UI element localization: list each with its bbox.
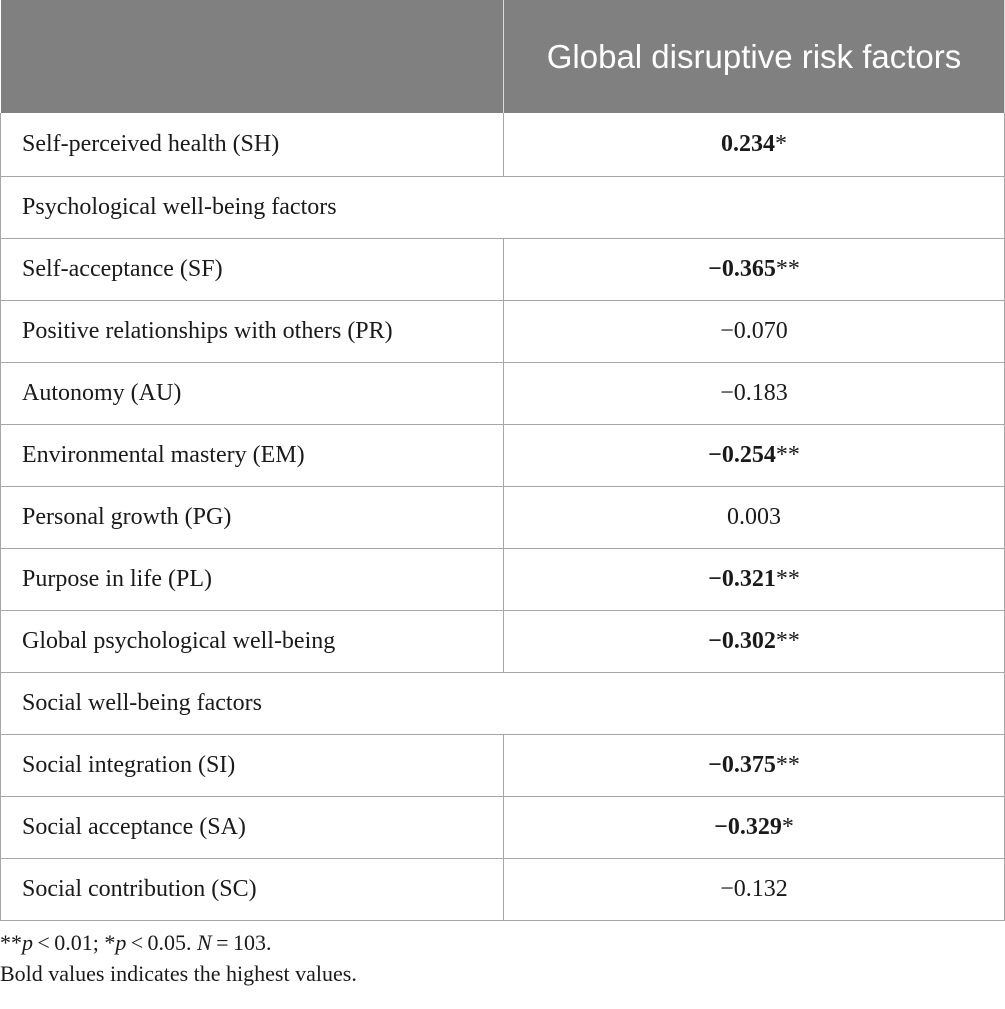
row-label: Environmental mastery (EM) xyxy=(0,424,504,487)
table-row: Social integration (SI) −0.375** xyxy=(0,734,1005,797)
row-label: Social contribution (SC) xyxy=(0,858,504,921)
row-label: Self-perceived health (SH) xyxy=(0,113,504,177)
correlation-table: Global disruptive risk factors Self-perc… xyxy=(0,0,1005,921)
correlation-value: −0.183 xyxy=(720,379,788,406)
table-row: Purpose in life (PL) −0.321** xyxy=(0,548,1005,611)
header-global-disruptive-risk-factors: Global disruptive risk factors xyxy=(503,0,1005,113)
row-value-cell: −0.321** xyxy=(503,548,1005,611)
significance-marker: ** xyxy=(775,751,800,778)
header-row-label-cell xyxy=(0,0,504,113)
table-header: Global disruptive risk factors xyxy=(0,0,1005,113)
row-label: Personal growth (PG) xyxy=(0,486,504,549)
correlation-value: −0.302 xyxy=(708,627,776,654)
table-row: Environmental mastery (EM) −0.254** xyxy=(0,424,1005,487)
table-row: Positive relationships with others (PR) −… xyxy=(0,300,1005,363)
significance-marker: * xyxy=(775,130,787,157)
row-value-cell: −0.329* xyxy=(503,796,1005,859)
table-row: Autonomy (AU) −0.183 xyxy=(0,362,1005,425)
table-body: Self-perceived health (SH) 0.234* Psycholo… xyxy=(0,113,1005,921)
table-row: Self-acceptance (SF) −0.365** xyxy=(0,238,1005,301)
row-value-cell: 0.003 xyxy=(503,486,1005,549)
bold-values-footnote: Bold values indicates the highest values… xyxy=(0,961,357,986)
significance-marker: ** xyxy=(775,627,800,654)
row-label: Social acceptance (SA) xyxy=(0,796,504,859)
row-value-cell: −0.254** xyxy=(503,424,1005,487)
table-row: Personal growth (PG) 0.003 xyxy=(0,486,1005,549)
significance-marker: * xyxy=(781,813,794,840)
row-value-cell: −0.070 xyxy=(503,300,1005,363)
section-label: Psychological well-being factors xyxy=(0,176,1005,239)
significance-marker: ** xyxy=(775,441,800,468)
correlation-value: −0.254 xyxy=(708,441,776,468)
table-footnotes: **p < 0.01; *p < 0.05. N = 103. Bold val… xyxy=(0,927,357,989)
row-label: Positive relationships with others (PR) xyxy=(0,300,504,363)
correlation-value: −0.070 xyxy=(720,317,788,344)
row-value-cell: −0.375** xyxy=(503,734,1005,797)
significance-footnote: **p < 0.01; *p < 0.05. N = 103. xyxy=(0,930,272,955)
row-label: Purpose in life (PL) xyxy=(0,548,504,611)
correlation-value: 0.003 xyxy=(727,503,781,530)
row-value-cell: 0.234* xyxy=(503,113,1005,177)
row-label: Global psychological well-being xyxy=(0,610,504,673)
row-value-cell: −0.132 xyxy=(503,858,1005,921)
row-value-cell: −0.365** xyxy=(503,238,1005,301)
table-row: Self-perceived health (SH) 0.234* xyxy=(0,113,1005,177)
section-label: Social well-being factors xyxy=(0,672,1005,735)
correlation-value: 0.234 xyxy=(721,130,775,157)
table-row: Social contribution (SC) −0.132 xyxy=(0,858,1005,921)
table-row: Social acceptance (SA) −0.329* xyxy=(0,796,1005,859)
row-label: Autonomy (AU) xyxy=(0,362,504,425)
table-row: Global psychological well-being −0.302** xyxy=(0,610,1005,673)
significance-marker: ** xyxy=(775,565,800,592)
section-header-row: Psychological well-being factors xyxy=(0,176,1005,239)
row-value-cell: −0.183 xyxy=(503,362,1005,425)
correlation-value: −0.321 xyxy=(708,565,776,592)
section-header-row: Social well-being factors xyxy=(0,672,1005,735)
correlation-value: −0.375 xyxy=(708,751,776,778)
row-label: Social integration (SI) xyxy=(0,734,504,797)
correlation-value: −0.365 xyxy=(708,255,776,282)
correlation-value: −0.329 xyxy=(714,813,782,840)
row-value-cell: −0.302** xyxy=(503,610,1005,673)
correlation-value: −0.132 xyxy=(720,875,788,902)
significance-marker: ** xyxy=(775,255,800,282)
row-label: Self-acceptance (SF) xyxy=(0,238,504,301)
